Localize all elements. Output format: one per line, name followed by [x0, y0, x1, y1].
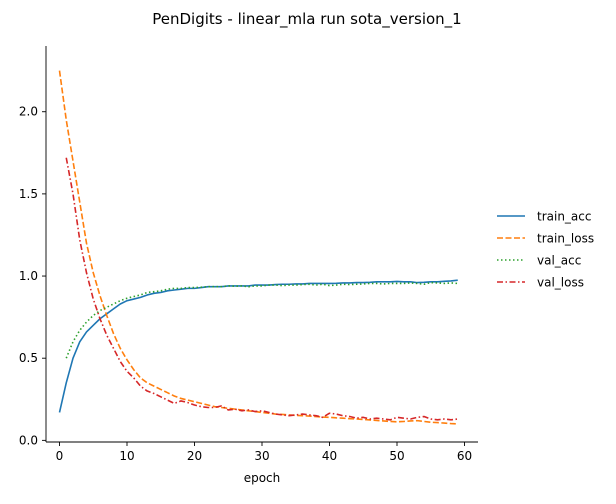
legend-label: train_loss: [537, 232, 594, 246]
axes: 0 10 20 30 40 50 60 0.0 0.5 1.0 1.5 2.0: [19, 46, 478, 463]
x-axis-label: epoch: [244, 471, 281, 485]
x-tick-label: 50: [389, 449, 404, 463]
x-tick-label: 30: [254, 449, 269, 463]
y-tick-label: 1.0: [19, 269, 38, 283]
series-line-val-loss: [65, 157, 458, 421]
y-tick-label: 1.5: [19, 187, 38, 201]
legend-label: train_acc: [537, 210, 591, 224]
x-tick-label: 40: [322, 449, 337, 463]
x-tick-label: 60: [457, 449, 472, 463]
chart-title: PenDigits - linear_mla run sota_version_…: [152, 10, 461, 29]
x-tick-label: 0: [56, 449, 64, 463]
y-tick-label: 0.5: [19, 351, 38, 365]
series-line-train-loss: [58, 70, 458, 425]
legend-label: val_acc: [537, 254, 581, 268]
plot-area: [58, 70, 458, 425]
legend: train_acc train_loss val_acc val_loss: [497, 210, 594, 290]
y-tick-label: 2.0: [19, 105, 38, 119]
series-line-train-acc: [58, 279, 458, 413]
series-line-val-acc: [65, 281, 458, 359]
legend-label: val_loss: [537, 276, 584, 290]
x-tick-label: 10: [119, 449, 134, 463]
y-tick-label: 0.0: [19, 433, 38, 447]
x-tick-label: 20: [187, 449, 202, 463]
